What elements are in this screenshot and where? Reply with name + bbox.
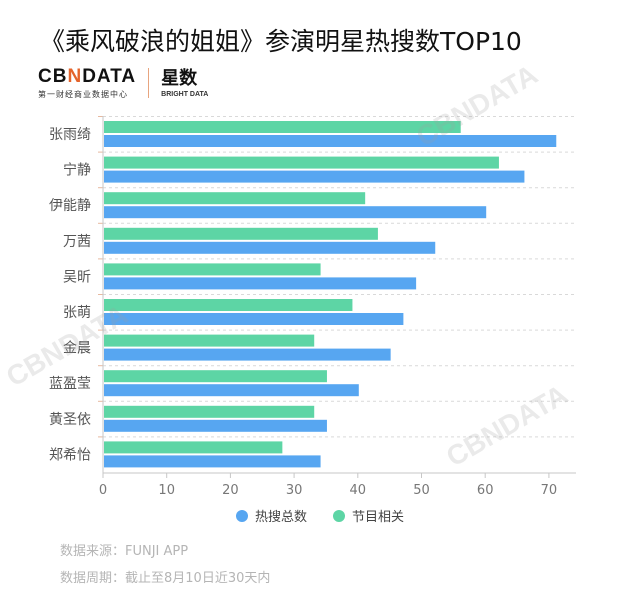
- legend-label: 热搜总数: [254, 510, 307, 525]
- bar-total-hot-search[interactable]: [104, 419, 327, 432]
- x-tick-label: 60: [477, 483, 494, 498]
- y-category-label: 张雨绮: [49, 127, 91, 143]
- x-tick-label: 40: [350, 483, 367, 498]
- x-tick-label: 0: [99, 483, 107, 498]
- y-category-label: 宁静: [63, 162, 91, 179]
- bar-total-hot-search[interactable]: [104, 170, 525, 183]
- legend-dot-icon: [333, 509, 345, 522]
- y-category-label: 张萌: [63, 305, 91, 321]
- x-tick-label: 10: [158, 483, 175, 498]
- brand-name: 星数: [161, 67, 198, 89]
- bar-total-hot-search[interactable]: [104, 384, 359, 397]
- bar-total-hot-search[interactable]: [104, 455, 321, 468]
- page-title: 《乘风破浪的姐姐》参演明星热搜数TOP10: [40, 27, 522, 56]
- x-tick-label: 30: [286, 483, 303, 498]
- y-category-label: 郑希怡: [49, 447, 91, 463]
- bar-program-related[interactable]: [104, 227, 378, 240]
- data-source-note: 数据来源：FUNJI APP: [60, 544, 189, 559]
- bar-program-related[interactable]: [104, 263, 321, 276]
- bar-program-related[interactable]: [104, 334, 315, 347]
- y-category-label: 吴昕: [63, 269, 91, 285]
- legend-item-total[interactable]: 热搜总数: [235, 506, 307, 525]
- bar-program-related[interactable]: [104, 370, 327, 383]
- bar-program-related[interactable]: [104, 441, 283, 454]
- logo-text-data: DATA: [82, 65, 137, 87]
- bar-total-hot-search[interactable]: [104, 206, 487, 219]
- cbndata-logo: CBNDATA 第一财经商业数据中心 星数 BRIGHT DATA: [38, 66, 208, 100]
- logo-divider: [148, 68, 150, 98]
- bar-total-hot-search[interactable]: [104, 313, 404, 325]
- x-tick-label: 70: [541, 483, 558, 498]
- logo-subtitle: 第一财经商业数据中心: [38, 89, 128, 99]
- x-tick-label: 50: [413, 483, 430, 498]
- bar-program-related[interactable]: [104, 299, 353, 311]
- bar-total-hot-search[interactable]: [104, 135, 557, 147]
- y-category-label: 金晨: [63, 341, 91, 357]
- logo-text-cb: CB: [38, 65, 68, 87]
- legend-item-program[interactable]: 节目相关: [333, 506, 404, 525]
- chart-legend: 热搜总数 节目相关: [0, 506, 640, 525]
- bar-total-hot-search[interactable]: [104, 348, 391, 361]
- bar-program-related[interactable]: [104, 192, 366, 205]
- legend-dot-icon: [235, 509, 248, 522]
- x-tick-label: 20: [222, 483, 239, 498]
- y-category-label: 黄圣依: [49, 411, 91, 428]
- y-category-label: 蓝盈莹: [49, 376, 91, 392]
- bar-total-hot-search[interactable]: [104, 277, 417, 290]
- y-category-label: 万茜: [63, 234, 91, 250]
- bar-program-related[interactable]: [104, 121, 461, 133]
- legend-label: 节目相关: [352, 510, 405, 525]
- logo-text-n: N: [67, 65, 83, 87]
- bar-total-hot-search[interactable]: [104, 241, 436, 254]
- bar-program-related[interactable]: [104, 405, 315, 418]
- bar-program-related[interactable]: [104, 156, 499, 169]
- y-category-label: 伊能静: [49, 198, 91, 214]
- data-period-note: 数据周期：截止至8月10日近30天内: [60, 571, 271, 586]
- brand-subtitle: BRIGHT DATA: [161, 90, 209, 98]
